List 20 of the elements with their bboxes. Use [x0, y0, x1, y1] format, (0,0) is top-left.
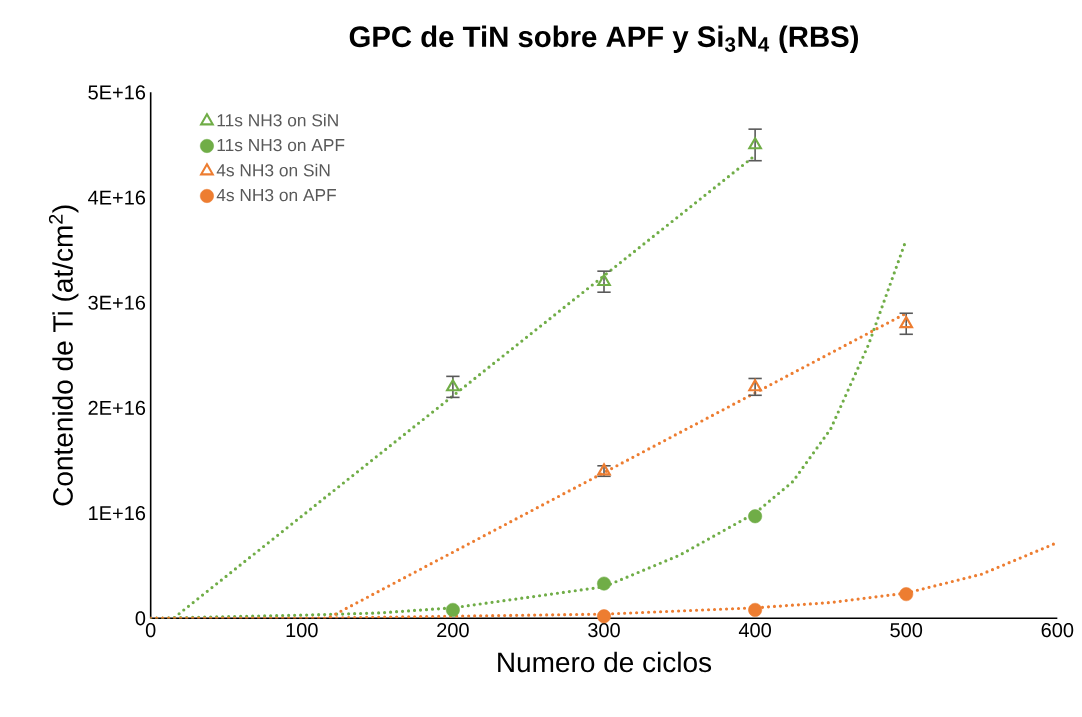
x-tick-label: 100 [286, 623, 318, 638]
x-tick-label: 300 [588, 623, 620, 638]
y-tick-label: 0 [135, 611, 146, 626]
x-tick-label: 400 [738, 623, 771, 638]
y-axis-title: Contenido de Ti (at/cm$^{2}$) [48, 205, 79, 506]
y-tick-label: 1E+16 [89, 506, 146, 521]
y-tick-label: 2E+16 [88, 400, 146, 415]
y-tick-label: 3E+16 [88, 295, 146, 310]
legend-label: 4s NH3 on APF [216, 188, 336, 202]
chart-title: GPC de TiN sobre APF y Si$_{3}$N$_{4}$ (RBS) [349, 25, 858, 53]
y-tick-label: 5E+16 [88, 85, 146, 100]
x-tick-label: 500 [890, 623, 923, 638]
x-tick-label: 200 [437, 623, 469, 638]
x-tick-label: 600 [1041, 623, 1074, 638]
y-tick-label: 4E+16 [88, 190, 146, 205]
legend-label: 11s NH3 on APF [217, 138, 345, 152]
legend-label: 4s NH3 on SiN [216, 163, 330, 177]
x-axis-title: Numero de ciclos [498, 651, 712, 673]
legend-label: 11s NH3 on SiN [217, 113, 338, 127]
x-tick-label: 0 [145, 623, 156, 638]
